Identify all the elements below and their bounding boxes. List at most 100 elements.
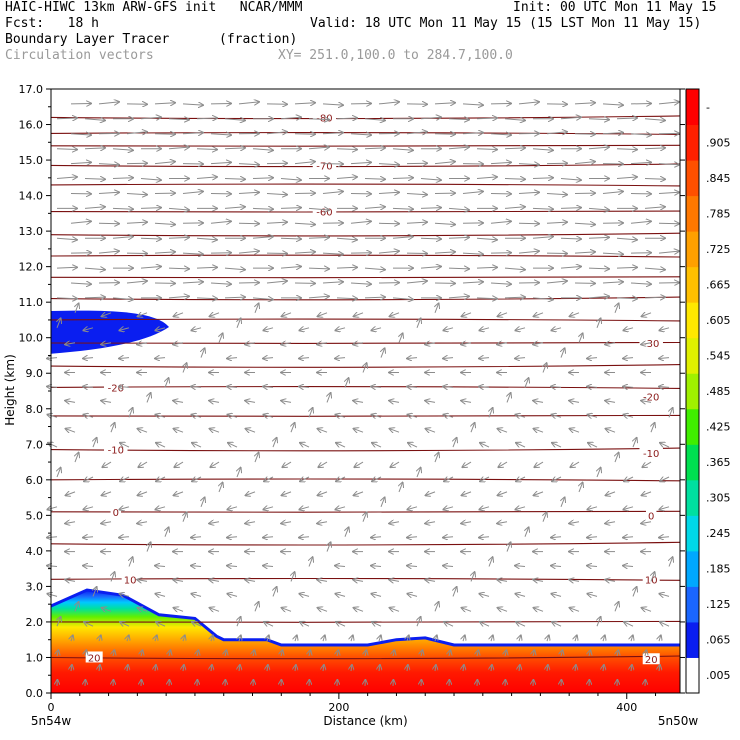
colorbar-label: .905 <box>706 136 731 149</box>
vector-arrow <box>75 453 79 463</box>
vector-arrow <box>379 665 380 672</box>
vector-arrow <box>462 104 483 105</box>
vector-arrow <box>476 298 497 299</box>
contour-label: 20 <box>88 653 101 664</box>
vector-arrow <box>651 423 655 433</box>
colorbar-swatch <box>686 515 699 552</box>
colorbar-label: .485 <box>706 385 731 398</box>
vector-arrow <box>616 267 637 268</box>
vector-arrow <box>570 461 580 467</box>
vector-arrow <box>498 461 508 467</box>
vector-arrow <box>497 343 508 345</box>
vector-arrow <box>372 622 382 626</box>
vector-arrow <box>449 650 450 657</box>
vector-arrow <box>543 363 547 373</box>
vector-arrow <box>507 393 511 403</box>
vector-arrow <box>119 328 130 331</box>
vector-arrow <box>281 401 292 403</box>
vector-arrow <box>83 537 94 538</box>
vector-arrow <box>372 477 382 481</box>
vector-arrow <box>224 297 245 298</box>
vector-arrow <box>515 566 526 567</box>
vector-arrow <box>182 253 203 254</box>
colorbar-label: .425 <box>706 421 731 434</box>
x-tick-label: 200 <box>328 701 349 714</box>
vector-arrow <box>83 415 94 418</box>
vector-arrow <box>420 208 441 209</box>
vector-arrow <box>435 635 437 642</box>
vector-arrow <box>112 237 133 239</box>
colorbar-frame <box>685 88 700 694</box>
vector-arrow <box>183 512 187 522</box>
vector-arrow <box>47 594 58 597</box>
vector-arrow <box>476 118 497 119</box>
vector-arrow <box>504 297 525 298</box>
vector-arrow <box>408 443 418 447</box>
colorbar-label: - <box>706 101 710 114</box>
vector-arrow <box>281 522 292 524</box>
contour-line <box>50 577 681 581</box>
vector-arrow <box>575 665 576 672</box>
circulation-vectors <box>47 102 679 686</box>
vector-arrow <box>138 313 148 317</box>
vector-arrow <box>280 179 301 181</box>
vector-arrow <box>317 343 328 345</box>
vector-arrow <box>196 238 217 240</box>
vector-arrow <box>389 522 400 524</box>
vector-arrow <box>546 132 567 134</box>
vector-arrow <box>480 443 490 447</box>
vector-arrow <box>57 617 61 627</box>
vector-arrow <box>479 387 490 388</box>
vector-arrow <box>336 477 346 481</box>
vector-arrow <box>210 313 220 317</box>
vector-arrow <box>434 223 455 224</box>
vector-arrow <box>364 179 385 180</box>
x-tick-label: 400 <box>616 701 637 714</box>
vector-arrow <box>280 238 301 239</box>
contour-label: 0 <box>113 508 119 519</box>
vector-arrow <box>515 415 526 418</box>
vector-arrow <box>551 566 562 567</box>
vector-arrow <box>336 298 357 299</box>
vector-arrow <box>322 282 343 283</box>
vector-arrow <box>392 237 413 239</box>
vector-arrow <box>155 358 166 359</box>
vector-arrow <box>425 580 436 582</box>
vector-arrow <box>434 162 455 164</box>
vector-arrow <box>615 602 619 612</box>
vector-arrow <box>102 313 112 317</box>
vector-arrow <box>570 608 580 612</box>
vector-arrow <box>93 438 97 448</box>
vector-arrow <box>182 282 203 283</box>
contour-label-bg <box>645 509 657 521</box>
vector-arrow <box>264 477 274 481</box>
vector-arrow <box>267 665 268 672</box>
vector-arrow <box>393 650 394 657</box>
vector-arrow <box>462 492 472 496</box>
colorbar: .005 .065 .125 .185 .245 .305 .365 .425 .485 .545… <box>685 88 731 694</box>
colorbar-swatch <box>686 444 699 481</box>
vector-arrow <box>308 237 329 238</box>
vector-arrow <box>476 149 497 150</box>
vector-arrow <box>224 179 245 180</box>
vector-arrow <box>252 178 273 179</box>
vector-arrow <box>616 238 637 240</box>
vector-arrow <box>587 566 598 567</box>
vector-arrow <box>490 162 511 163</box>
vector-arrow <box>354 461 364 467</box>
vector-arrow <box>336 267 357 268</box>
contour-label-bg <box>110 505 122 517</box>
vector-arrow <box>155 665 156 672</box>
vector-arrow <box>323 665 324 672</box>
vector-arrow <box>238 192 259 193</box>
vector-arrow <box>569 401 580 403</box>
vector-arrow <box>137 580 148 582</box>
vector-arrow <box>602 253 623 254</box>
vector-arrow <box>183 665 184 672</box>
vector-arrow <box>238 251 259 253</box>
vector-arrow <box>101 522 112 524</box>
vector-arrow <box>551 328 562 331</box>
vector-arrow <box>642 608 652 612</box>
vector-arrow <box>237 617 241 627</box>
